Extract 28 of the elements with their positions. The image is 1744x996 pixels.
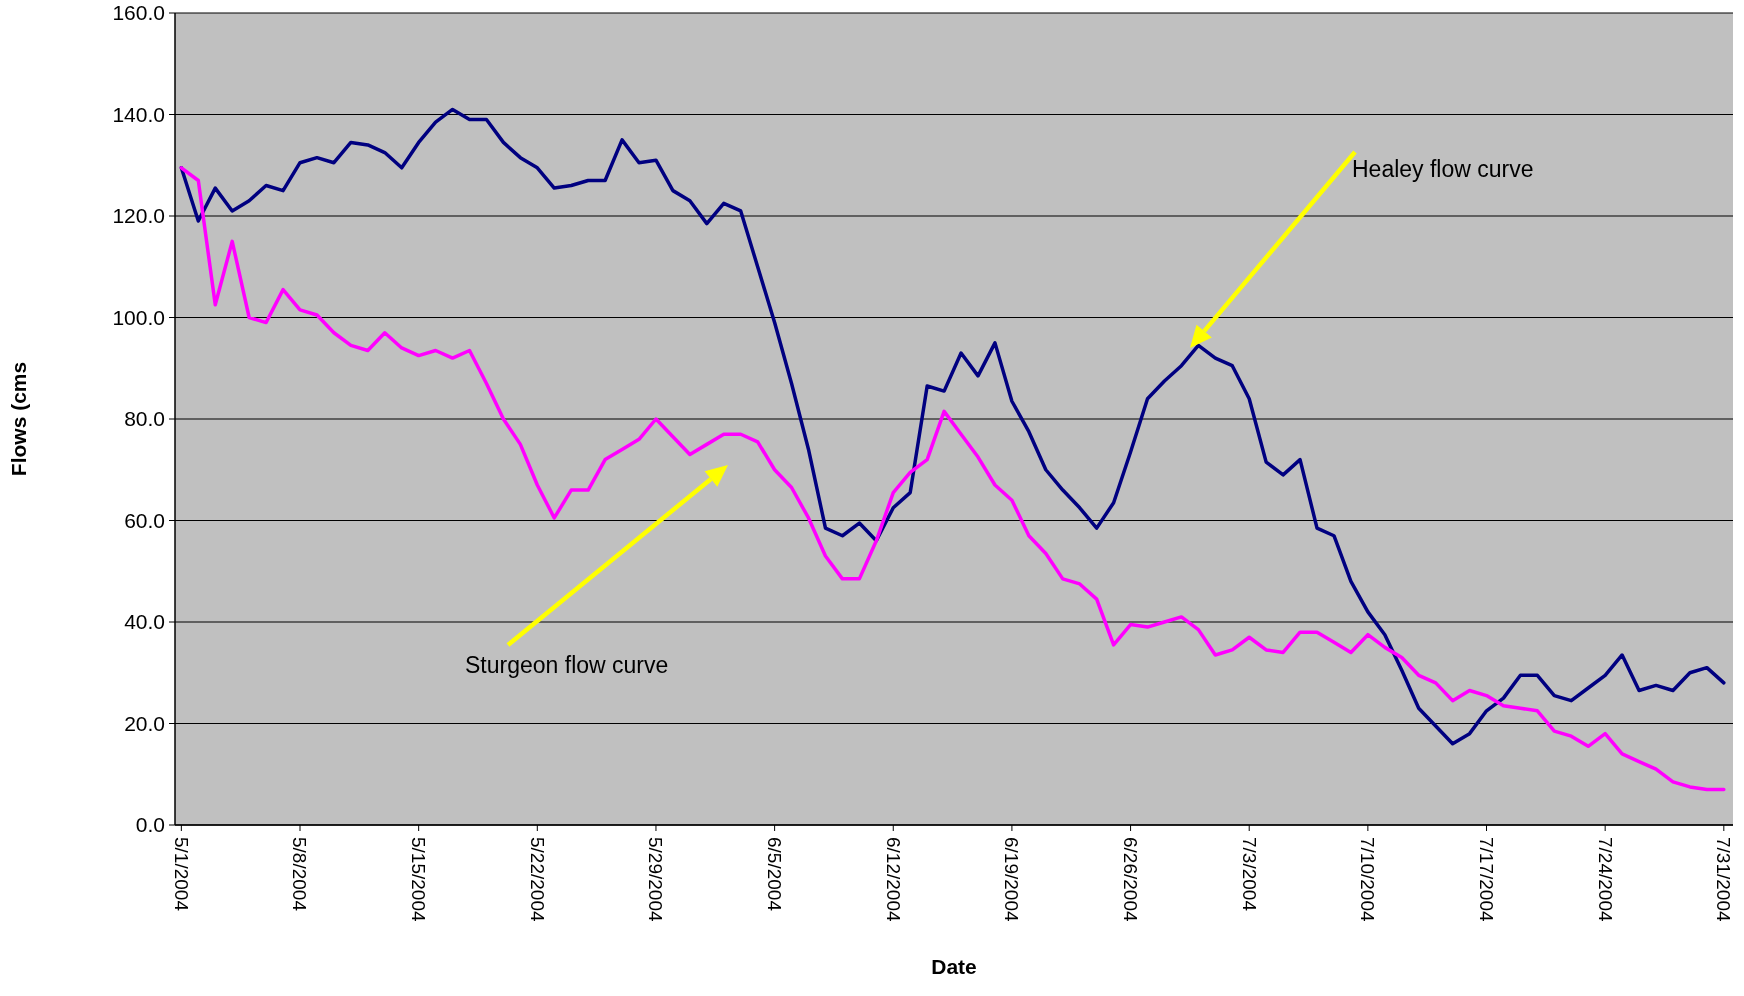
annotation: Healey flow curve [1352,156,1534,182]
x-tick-label: 7/24/2004 [1594,837,1616,922]
x-tick-label: 5/8/2004 [289,837,311,912]
y-tick-label: 100.0 [112,305,165,329]
y-tick-label: 20.0 [124,711,165,735]
x-tick-label: 6/5/2004 [763,837,785,912]
y-tick-label: 120.0 [112,204,165,228]
x-tick-label: 5/29/2004 [645,837,667,922]
x-tick-label: 7/10/2004 [1357,837,1379,922]
x-axis-title: Date [931,955,977,978]
x-tick-label: 7/17/2004 [1475,837,1497,922]
line-series [179,107,1726,746]
x-tick-label: 6/12/2004 [882,837,904,922]
y-tick-label: 40.0 [124,610,165,634]
x-tick-label: 6/26/2004 [1119,837,1141,922]
y-tick-label: 60.0 [124,508,165,532]
x-tick-label: 5/1/2004 [170,837,192,912]
x-tick-label: 5/15/2004 [408,837,430,922]
y-axis-title: Flows (cms [7,361,30,477]
y-tick-label: 80.0 [124,407,165,431]
y-tick-label: 0.0 [135,813,165,837]
y-tick-label: 140.0 [112,102,165,126]
x-tick-label: 7/3/2004 [1238,837,1260,912]
annotation: Sturgeon flow curve [465,652,669,678]
x-tick-label: 7/31/2004 [1713,837,1735,922]
x-tick-label: 5/22/2004 [526,837,548,922]
x-tick-label: 6/19/2004 [1001,837,1023,922]
y-tick-label: 160.0 [112,1,165,25]
